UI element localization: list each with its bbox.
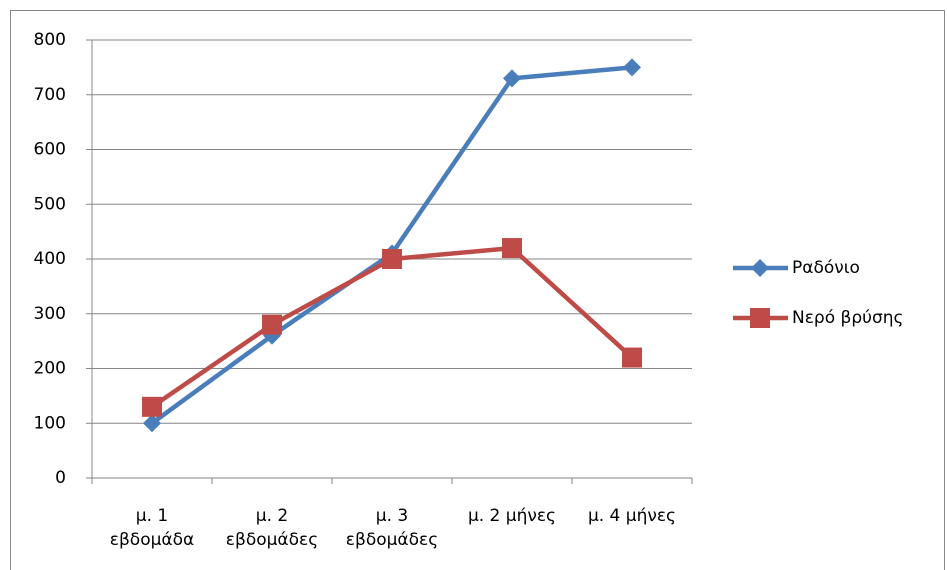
y-tick-label: 0 xyxy=(55,468,66,488)
chart-border xyxy=(10,10,945,570)
y-tick-label: 100 xyxy=(34,413,66,433)
point-marker xyxy=(262,314,282,335)
point-marker xyxy=(382,249,402,269)
x-tick-label: μ. 2 μήνες xyxy=(467,506,557,526)
y-tick-label: 800 xyxy=(34,30,66,50)
series-line xyxy=(150,245,634,409)
y-tick-label: 200 xyxy=(34,359,66,379)
y-tick-label: 500 xyxy=(34,194,66,214)
y-tick-label: 600 xyxy=(34,140,66,160)
point-marker xyxy=(142,396,162,417)
legend-label: Νερό βρύσης xyxy=(792,308,904,328)
x-tick-label: μ. 2 εβδομάδες xyxy=(225,506,319,550)
legend-marker xyxy=(750,308,770,328)
x-tick-label: μ. 3 εβδομάδες xyxy=(345,506,439,550)
point-marker xyxy=(502,238,522,259)
legend-label: Ραδόνιο xyxy=(792,258,860,278)
point-marker xyxy=(503,69,521,88)
legend-marker xyxy=(751,259,769,277)
y-tick-label: 400 xyxy=(34,249,66,269)
point-marker xyxy=(143,414,161,433)
y-tick-label: 700 xyxy=(34,85,66,105)
point-marker xyxy=(623,58,641,77)
point-marker xyxy=(622,347,642,368)
x-tick-label: μ. 1 εβδομάδα xyxy=(109,506,195,550)
y-tick-label: 300 xyxy=(34,304,66,324)
x-tick-label: μ. 4 μήνες xyxy=(587,506,677,526)
